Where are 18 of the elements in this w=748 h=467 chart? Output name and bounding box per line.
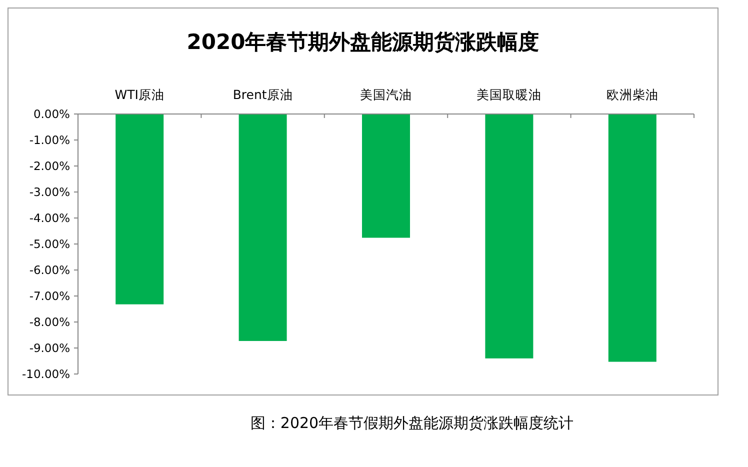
x-tick-label: 美国汽油 bbox=[360, 87, 412, 102]
y-tick-label: 0.00% bbox=[33, 107, 70, 121]
y-tick-label: -6.00% bbox=[29, 263, 70, 277]
y-tick-label: -10.00% bbox=[22, 367, 70, 381]
y-tick-label: -9.00% bbox=[29, 341, 70, 355]
chart-title: 2020年春节期外盘能源期货涨跌幅度 bbox=[186, 30, 540, 54]
x-tick-label: 欧洲柴油 bbox=[606, 87, 658, 102]
x-tick-label: WTI原油 bbox=[114, 87, 164, 102]
y-tick-label: -8.00% bbox=[29, 315, 70, 329]
y-tick-label: -5.00% bbox=[29, 237, 70, 251]
x-tick-label: Brent原油 bbox=[232, 87, 293, 102]
y-tick-label: -7.00% bbox=[29, 289, 70, 303]
y-tick-label: -2.00% bbox=[29, 159, 70, 173]
text: 图：2020年春节假期外盘能源期货涨跌幅度统计 bbox=[250, 414, 574, 432]
y-tick-label: -1.00% bbox=[29, 133, 70, 147]
x-tick-label: 美国取暖油 bbox=[476, 87, 542, 102]
y-tick-label: -3.00% bbox=[29, 185, 70, 199]
y-tick-label: -4.00% bbox=[29, 211, 70, 225]
